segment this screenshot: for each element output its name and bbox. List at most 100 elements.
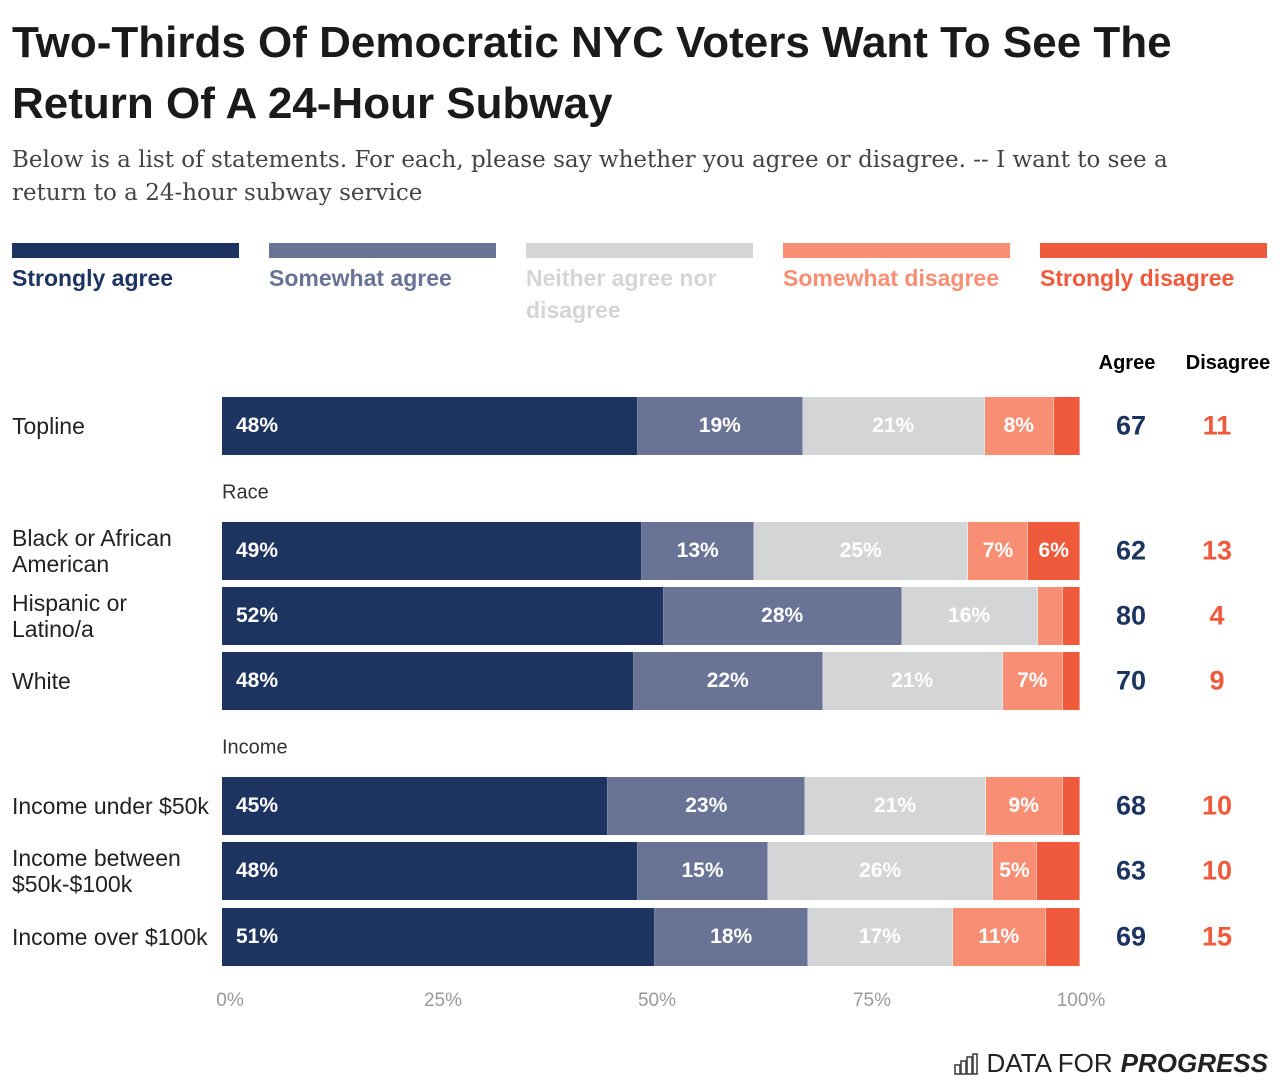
bar-segment-strongly-agree: 48% [222, 652, 634, 710]
data-label: 48% [236, 859, 279, 882]
bar-segment-somewhat-agree: 19% [638, 397, 803, 455]
data-label: 11% [978, 925, 1020, 948]
legend-item: Somewhat disagree [783, 243, 1010, 294]
net-agree-value: 62 [1115, 535, 1147, 566]
bar-segment-strongly-disagree [1045, 908, 1080, 966]
data-label: 25% [839, 539, 882, 562]
logo-text-light: DATA FOR [986, 1048, 1113, 1078]
bar-segment-neither: 21% [802, 397, 985, 455]
agree-column-header: Agree [1098, 352, 1156, 374]
bar-segment-neither: 21% [822, 652, 1003, 710]
bar-segment-strongly-disagree [1053, 397, 1080, 455]
row-label: Income over $100k [12, 924, 208, 950]
bar-chart-icon [954, 1052, 979, 1075]
bar-segment-neither: 25% [753, 522, 969, 580]
net-agree-value: 68 [1115, 790, 1147, 821]
net-disagree-value: 9 [1209, 665, 1225, 696]
net-agree-value: 67 [1115, 410, 1147, 441]
data-label: 45% [236, 794, 279, 817]
row-label: White [12, 668, 71, 694]
bar-segment-neither: 16% [901, 587, 1038, 645]
data-label: 18% [710, 925, 753, 948]
legend-item: Strongly agree [12, 243, 239, 294]
bar-segment-somewhat-disagree: 5% [993, 842, 1037, 900]
bar-segment-somewhat-agree: 23% [608, 777, 806, 835]
stacked-bar: 49% 13% 25% 7% 6% [222, 522, 1080, 580]
net-disagree-value: 13 [1201, 535, 1233, 566]
bar-segment-somewhat-agree: 22% [633, 652, 823, 710]
bar-segment-somewhat-agree: 18% [655, 908, 809, 966]
bar-segment-somewhat-disagree: 8% [984, 397, 1054, 455]
x-tick-label: 25% [423, 990, 463, 1011]
bar-segment-strongly-agree: 51% [222, 908, 656, 966]
x-tick-label: 50% [637, 990, 677, 1011]
disagree-column-header: Disagree [1185, 352, 1271, 374]
data-label: 7% [982, 539, 1014, 562]
bar-segment-strongly-agree: 52% [222, 587, 664, 645]
net-agree-value: 69 [1115, 921, 1147, 952]
chart-subtitle: Below is a list of statements. For each,… [12, 147, 1168, 206]
net-disagree-value: 11 [1202, 410, 1232, 441]
legend-swatch [783, 243, 1010, 258]
group-label: Race [222, 481, 269, 504]
group-label: Income [222, 736, 288, 759]
data-label: 17% [858, 925, 901, 948]
data-label: 28% [761, 604, 804, 627]
data-label: 19% [698, 414, 741, 437]
legend-label: Somewhat agree [269, 265, 452, 291]
data-label: 15% [681, 859, 724, 882]
bar-segment-somewhat-disagree: 7% [968, 522, 1029, 580]
stacked-bar: 52% 28% 16% [222, 587, 1080, 645]
row-label: Income between $50k-$100k [12, 845, 181, 897]
data-label: 16% [948, 604, 991, 627]
x-tick-label: 0% [216, 990, 244, 1011]
bar-segment-somewhat-disagree: 11% [952, 908, 1046, 966]
data-label: 21% [872, 414, 915, 437]
stacked-bar: 48% 19% 21% 8% [222, 397, 1080, 455]
row-label: Hispanic or Latino/a [12, 590, 128, 642]
data-label: 22% [706, 669, 749, 692]
x-tick-label: 100% [1056, 990, 1106, 1011]
bar-segment-somewhat-disagree: 9% [985, 777, 1063, 835]
net-agree-value: 80 [1115, 600, 1147, 631]
legend-label: Somewhat disagree [783, 265, 1000, 291]
stacked-bar: 45% 23% 21% 9% [222, 777, 1080, 835]
net-agree-value: 63 [1115, 855, 1147, 886]
bar-segment-strongly-disagree [1036, 842, 1080, 900]
data-label: 5% [999, 859, 1030, 882]
bar-segment-strongly-agree: 45% [222, 777, 609, 835]
legend-label: Neither agree nor disagree [526, 265, 717, 323]
data-label: 26% [859, 859, 902, 882]
bar-segment-somewhat-disagree: 7% [1002, 652, 1063, 710]
data-label: 49% [236, 539, 279, 562]
bar-segment-strongly-disagree: 6% [1028, 522, 1080, 580]
bar-segment-somewhat-agree: 15% [638, 842, 768, 900]
legend-swatch [1040, 243, 1267, 258]
legend-item: Somewhat agree [269, 243, 496, 294]
data-label: 23% [685, 794, 728, 817]
bar-segment-somewhat-agree: 28% [663, 587, 902, 645]
legend-swatch [269, 243, 496, 258]
bar-segment-strongly-agree: 48% [222, 397, 638, 455]
net-disagree-value: 15 [1201, 921, 1233, 952]
bar-segment-strongly-disagree [1062, 777, 1080, 835]
row-label: Topline [12, 413, 85, 439]
bar-segment-strongly-agree: 48% [222, 842, 638, 900]
data-label: 21% [873, 794, 917, 817]
data-for-progress-logo: DATA FOR PROGRESS [954, 1048, 1268, 1079]
bar-segment-neither: 21% [805, 777, 986, 835]
net-agree-value: 70 [1115, 665, 1147, 696]
bar-segment-neither: 17% [808, 908, 953, 966]
legend-swatch [526, 243, 753, 258]
logo-text-bold: PROGRESS [1120, 1048, 1268, 1078]
legend-item: Strongly disagree [1040, 243, 1267, 294]
bar-segment-strongly-disagree [1062, 587, 1080, 645]
legend-label: Strongly disagree [1040, 265, 1235, 291]
data-label: 48% [236, 414, 279, 437]
stacked-bar: 48% 22% 21% 7% [222, 652, 1080, 710]
bar-segment-neither: 26% [768, 842, 994, 900]
data-label: 8% [1003, 414, 1034, 437]
stacked-bar: 51% 18% 17% 11% [222, 908, 1080, 966]
data-label: 48% [236, 669, 279, 692]
